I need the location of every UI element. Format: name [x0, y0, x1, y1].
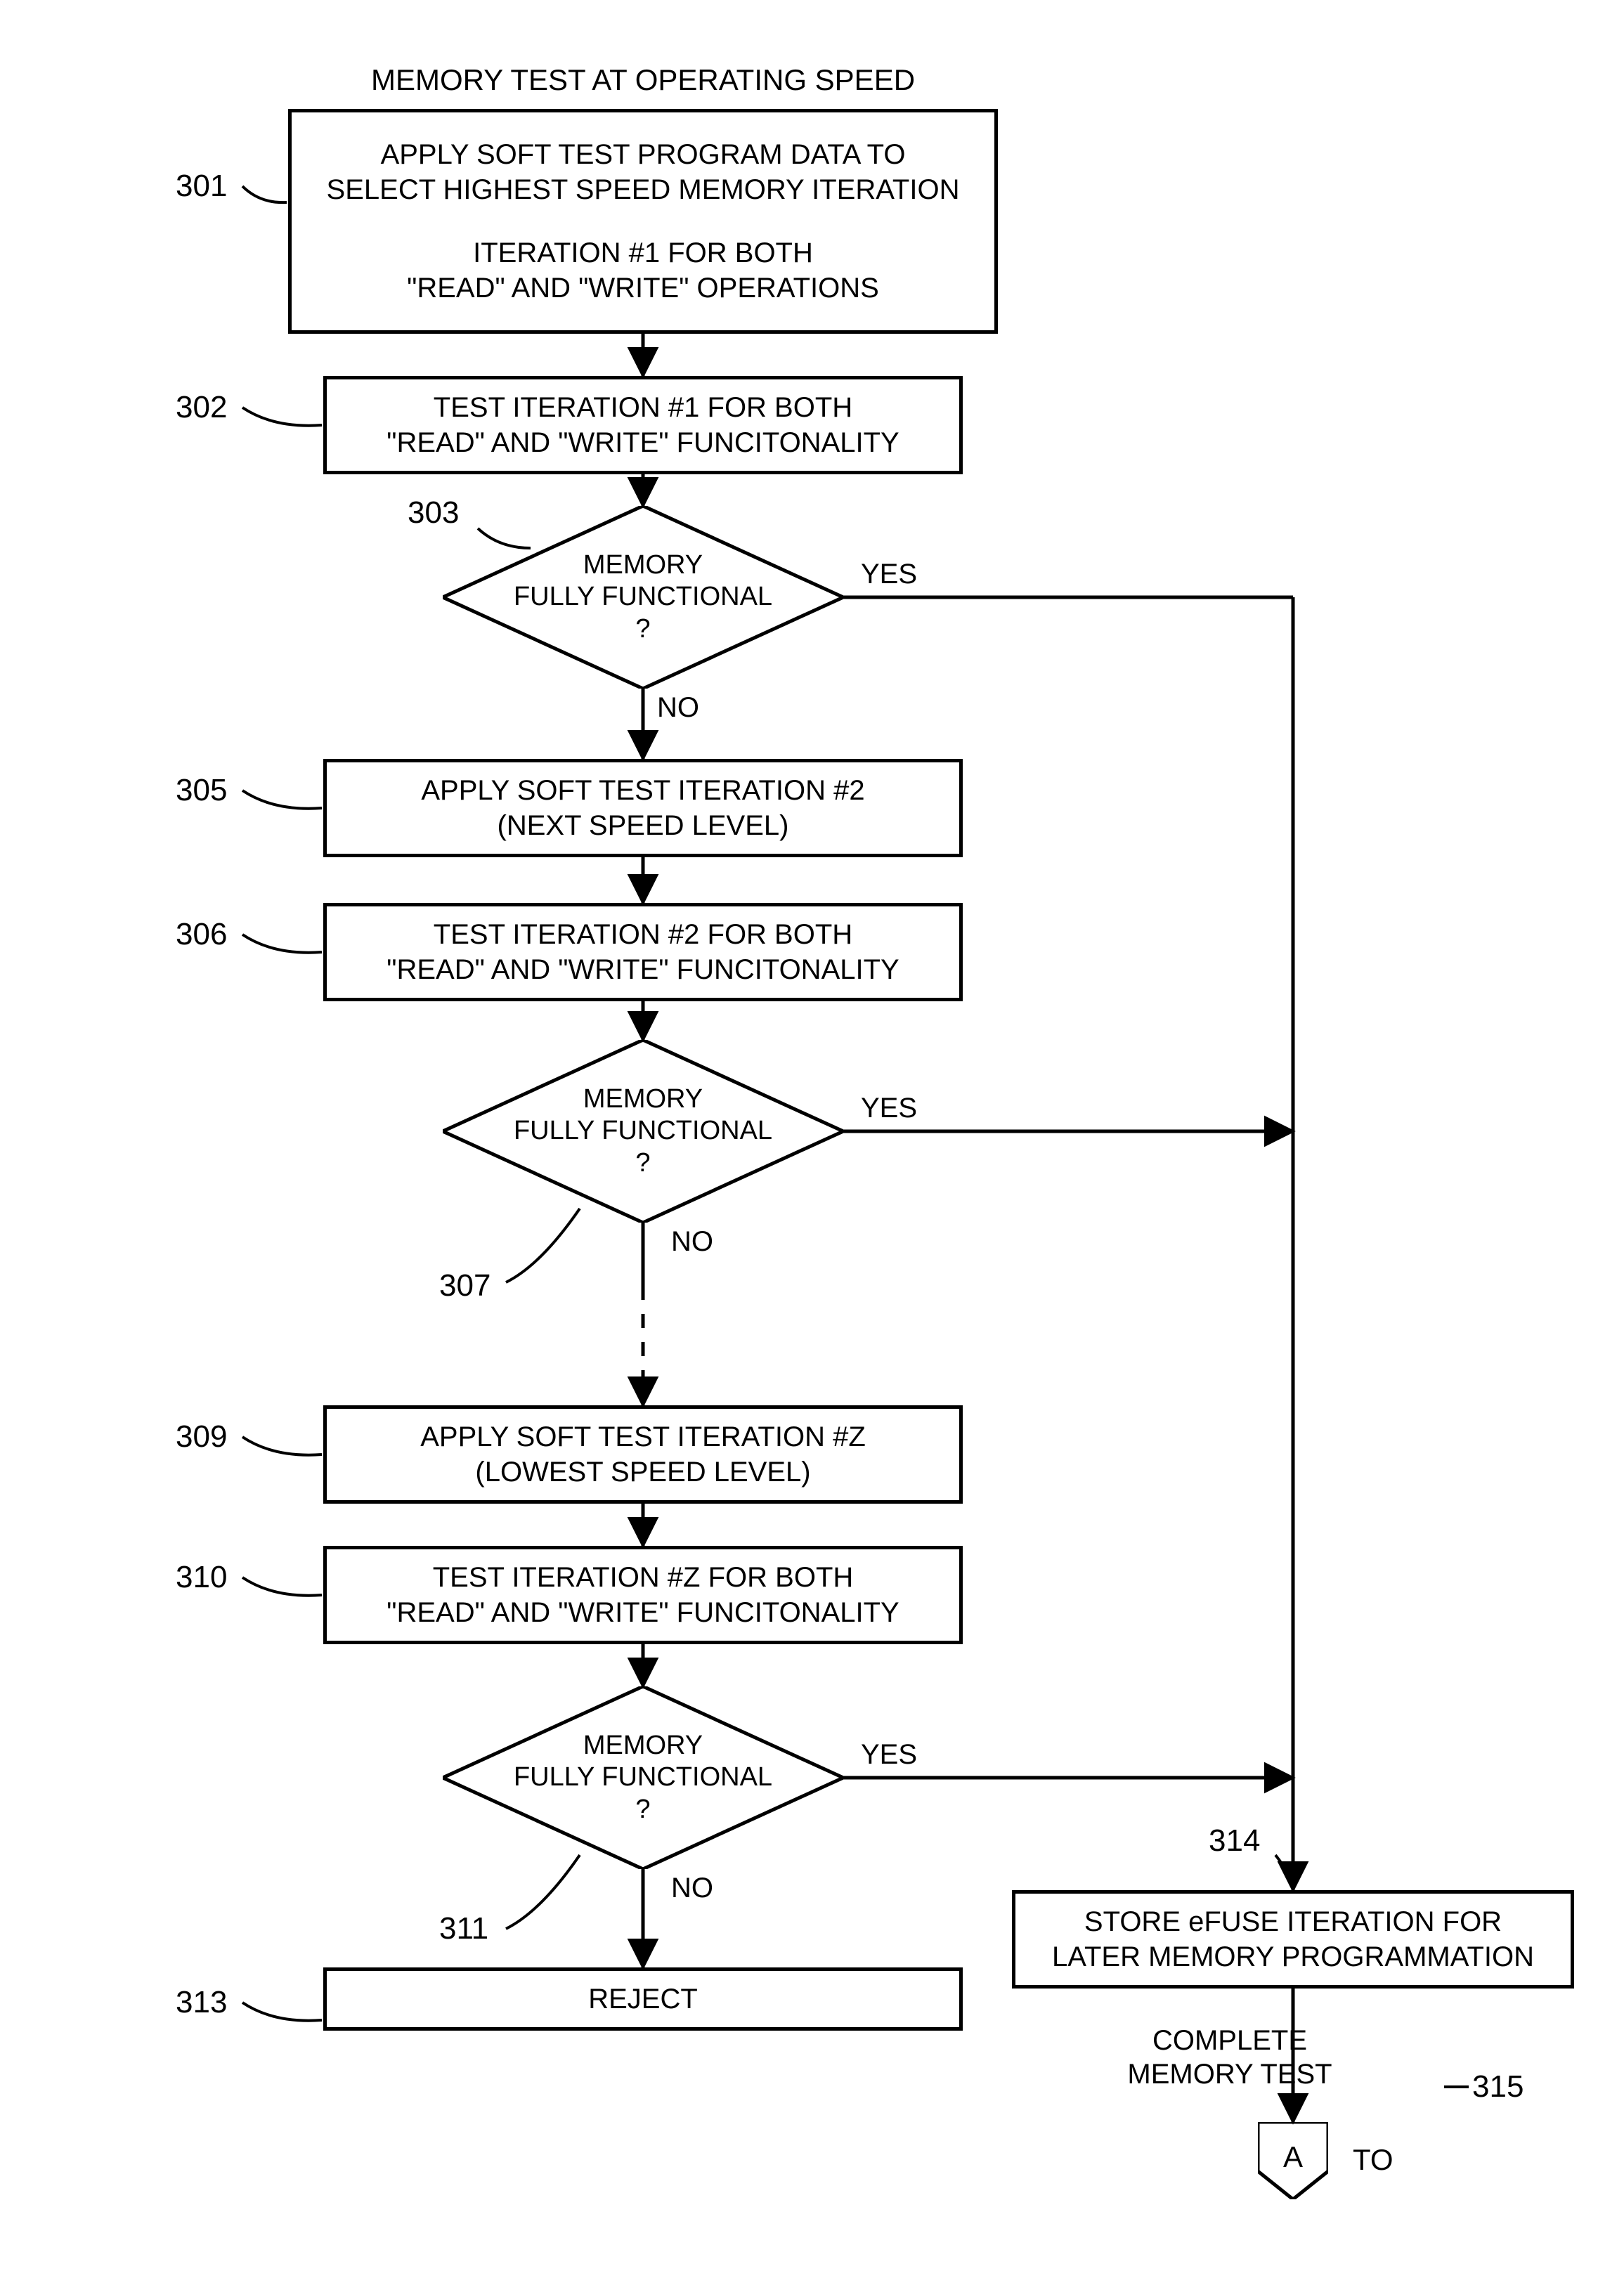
node-307-line2: FULLY FUNCTIONAL [514, 1115, 772, 1147]
node-311-line3: ? [514, 1794, 772, 1826]
node-310-line2: "READ" AND "WRITE" FUNCITONALITY [386, 1595, 899, 1630]
node-301-line2: SELECT HIGHEST SPEED MEMORY ITERATION [327, 172, 960, 207]
label-315-line2: MEMORY TEST [1110, 2057, 1349, 2091]
node-313-line1: REJECT [588, 1981, 698, 2017]
edge-yes-307: YES [861, 1093, 917, 1124]
ref-309: 309 [176, 1419, 227, 1454]
node-314-line2: LATER MEMORY PROGRAMMATION [1052, 1939, 1534, 1974]
node-309: APPLY SOFT TEST ITERATION #Z (LOWEST SPE… [323, 1405, 963, 1504]
node-314-line1: STORE eFUSE ITERATION FOR [1052, 1904, 1534, 1939]
node-303-line1: MEMORY [514, 549, 772, 582]
ref-306: 306 [176, 917, 227, 952]
edge-no-307: NO [671, 1226, 713, 1258]
ref-315: 315 [1472, 2069, 1524, 2104]
node-314: STORE eFUSE ITERATION FOR LATER MEMORY P… [1012, 1890, 1574, 1989]
edge-yes-303: YES [861, 559, 917, 590]
node-309-line2: (LOWEST SPEED LEVEL) [420, 1454, 866, 1490]
node-307-line3: ? [514, 1147, 772, 1180]
node-306-line2: "READ" AND "WRITE" FUNCITONALITY [386, 952, 899, 987]
node-302-line1: TEST ITERATION #1 FOR BOTH [386, 390, 899, 425]
flowchart-title: MEMORY TEST AT OPERATING SPEED [14, 63, 1272, 97]
edge-no-303: NO [657, 692, 699, 724]
node-306-line1: TEST ITERATION #2 FOR BOTH [386, 917, 899, 952]
ref-305: 305 [176, 773, 227, 808]
ref-307: 307 [439, 1268, 491, 1303]
offpage-connector-a-label: A [1258, 2115, 1328, 2199]
node-310: TEST ITERATION #Z FOR BOTH "READ" AND "W… [323, 1546, 963, 1644]
node-311: MEMORY FULLY FUNCTIONAL ? [443, 1686, 843, 1869]
node-311-line1: MEMORY [514, 1730, 772, 1762]
node-302: TEST ITERATION #1 FOR BOTH "READ" AND "W… [323, 376, 963, 474]
node-301: APPLY SOFT TEST PROGRAM DATA TO SELECT H… [288, 109, 998, 334]
node-310-line1: TEST ITERATION #Z FOR BOTH [386, 1560, 899, 1595]
offpage-connector-a: A [1258, 2122, 1328, 2199]
flowchart-canvas: MEMORY TEST AT OPERATING SPEED APPLY SOF… [14, 28, 1624, 2250]
ref-303: 303 [408, 495, 459, 531]
edge-yes-311: YES [861, 1739, 917, 1771]
ref-314: 314 [1209, 1823, 1260, 1859]
node-302-line2: "READ" AND "WRITE" FUNCITONALITY [386, 425, 899, 460]
node-307: MEMORY FULLY FUNCTIONAL ? [443, 1040, 843, 1223]
ref-313: 313 [176, 1985, 227, 2020]
node-306: TEST ITERATION #2 FOR BOTH "READ" AND "W… [323, 903, 963, 1001]
node-303-line2: FULLY FUNCTIONAL [514, 581, 772, 613]
node-313: REJECT [323, 1967, 963, 2031]
ref-302: 302 [176, 390, 227, 425]
node-307-line1: MEMORY [514, 1083, 772, 1116]
node-303-line3: ? [514, 613, 772, 646]
ref-310: 310 [176, 1560, 227, 1595]
ref-311: 311 [439, 1911, 488, 1946]
ref-301: 301 [176, 169, 227, 204]
node-301-line3: ITERATION #1 FOR BOTH [327, 235, 960, 271]
label-315-line1: COMPLETE [1110, 2024, 1349, 2057]
node-303: MEMORY FULLY FUNCTIONAL ? [443, 506, 843, 689]
label-315: COMPLETE MEMORY TEST [1110, 2024, 1349, 2091]
node-305-line2: (NEXT SPEED LEVEL) [421, 808, 864, 843]
to-label: TO [1353, 2143, 1394, 2177]
node-305-line1: APPLY SOFT TEST ITERATION #2 [421, 773, 864, 808]
node-311-line2: FULLY FUNCTIONAL [514, 1762, 772, 1794]
node-305: APPLY SOFT TEST ITERATION #2 (NEXT SPEED… [323, 759, 963, 857]
node-309-line1: APPLY SOFT TEST ITERATION #Z [420, 1419, 866, 1454]
edge-no-311: NO [671, 1873, 713, 1904]
node-301-line1: APPLY SOFT TEST PROGRAM DATA TO [327, 137, 960, 172]
node-301-line4: "READ" AND "WRITE" OPERATIONS [327, 271, 960, 306]
